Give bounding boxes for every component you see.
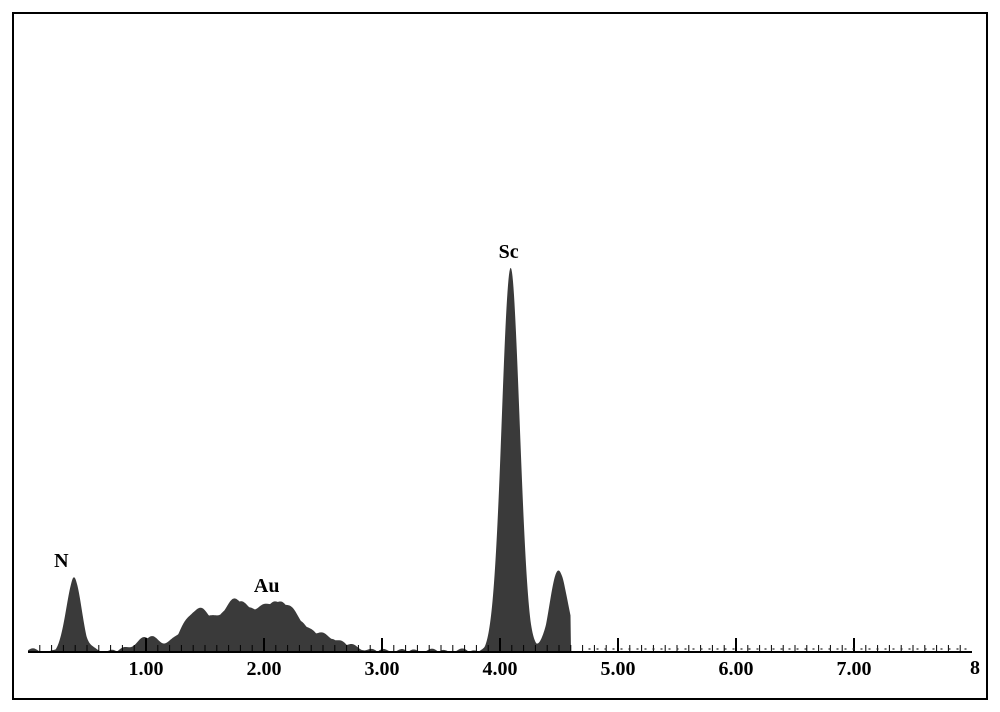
plot-area: N Au Sc — [28, 28, 972, 654]
x-axis: 1.00 2.00 3.00 4.00 5.00 6.00 7.00 — [28, 654, 972, 684]
spectrum-fill — [28, 268, 972, 652]
x-tick-label: 3.00 — [365, 658, 400, 681]
x-tick-label: 4.00 — [483, 658, 518, 681]
peak-label-n: N — [54, 550, 68, 573]
x-tick-label: 5.00 — [601, 658, 636, 681]
x-tick-label: 1.00 — [129, 658, 164, 681]
x-tick-label: 2.00 — [247, 658, 282, 681]
peak-label-sc: Sc — [499, 241, 519, 264]
peak-label-au: Au — [254, 575, 280, 598]
spectrum-panel: N Au Sc 1.00 2.00 3.00 4.00 5.00 6.00 7.00 8 — [12, 12, 988, 700]
x-tick-label: 7.00 — [837, 658, 872, 681]
x-axis-max-label: 8 — [970, 657, 980, 680]
spectrum-svg — [28, 28, 972, 654]
x-tick-label: 6.00 — [719, 658, 754, 681]
